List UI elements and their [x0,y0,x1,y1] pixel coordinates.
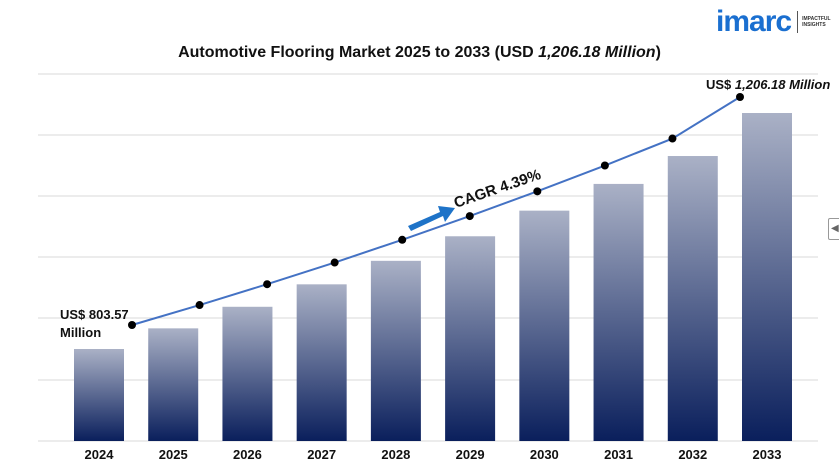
bar-2024 [74,349,124,441]
chart-title-value: 1,206.18 Million [538,44,656,61]
trend-point-2025 [195,301,204,310]
trend-point-2032 [668,134,677,143]
cagr-arrow-icon [408,206,455,231]
logo-tagline-1: IMPACTFUL [802,16,831,22]
trend-point-2027 [330,258,339,267]
x-tick-label: 2031 [604,447,633,462]
bar-2027 [296,284,347,441]
bar-2029 [445,236,496,441]
bar-2032 [667,156,718,441]
trend-point-2031 [600,161,609,170]
bar-2031 [593,183,644,442]
bar-2033 [742,113,792,441]
x-tick-label: 2032 [678,447,707,462]
scroll-handle-icon[interactable]: ◀ [828,218,839,240]
trend-point-2033 [736,93,744,101]
x-tick-label: 2024 [85,447,115,462]
logo-word: imarc [716,5,792,38]
trend-point-2029 [465,212,474,221]
bar-2026 [222,306,273,441]
chart-title-suffix: ) [655,44,661,61]
x-axis-labels: 2024 2025 2026 2027 2028 2029 2030 2031 2032 2033 [85,447,782,462]
x-tick-label: 2029 [456,447,485,462]
bar-2028 [370,260,421,441]
bars [74,113,792,442]
bar-2030 [519,210,570,441]
x-tick-label: 2028 [381,447,410,462]
trend-point-2030 [533,187,542,196]
x-tick-label: 2025 [159,447,188,462]
chart-title-prefix: Automotive Flooring Market 2025 to 2033 … [178,44,539,61]
x-tick-label: 2033 [753,447,782,462]
trend-point-2028 [398,235,407,244]
imarc-logo: imarc IMPACTFUL INSIGHTS [716,6,834,38]
trend-point-2024 [128,321,136,329]
logo-tagline-2: INSIGHTS [802,22,826,28]
end-value-annotation: US$ 1,206.18 Million [706,76,830,94]
end-value-prefix: US$ [706,77,735,92]
logo-tagline: IMPACTFUL INSIGHTS [802,16,834,28]
x-tick-label: 2030 [530,447,559,462]
trend-line [128,93,744,329]
x-tick-label: 2026 [233,447,262,462]
start-value-amount: US$ 803.57 [60,307,129,322]
trend-point-2026 [263,280,272,289]
end-value-amount: 1,206.18 Million [734,77,831,92]
start-value-annotation: US$ 803.57 Million [60,306,142,342]
chart-title: Automotive Flooring Market 2025 to 2033 … [0,44,839,62]
start-value-unit: Million [60,325,102,340]
trend-line-path [131,96,741,326]
logo-divider [797,11,799,33]
x-tick-label: 2027 [307,447,336,462]
bar-2025 [148,328,199,441]
